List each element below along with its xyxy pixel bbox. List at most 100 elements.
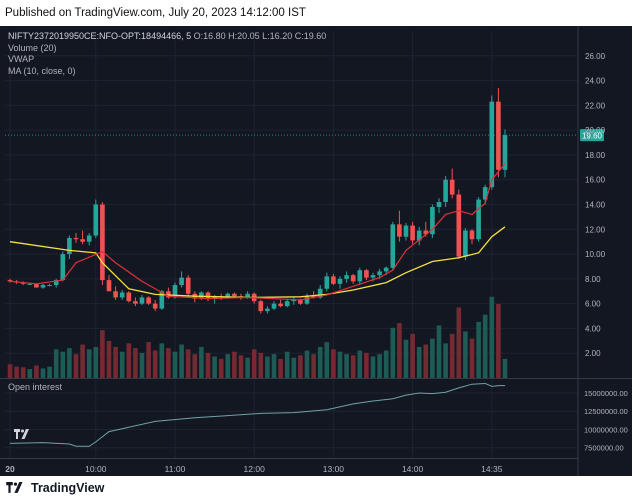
volume-bar (370, 356, 376, 378)
volume-bar (449, 333, 455, 378)
volume-bar (159, 343, 165, 378)
candle-body (159, 291, 165, 309)
candle (469, 229, 475, 245)
volume-bar (416, 346, 422, 378)
candle-body (364, 270, 369, 278)
volume-bar (133, 348, 138, 378)
candle-body (126, 292, 132, 302)
volume-bar (232, 351, 237, 378)
legend-volume[interactable]: Volume (20) (8, 42, 57, 53)
candle-body (179, 277, 184, 286)
candle (324, 272, 330, 292)
candle (357, 267, 363, 284)
candle (410, 221, 415, 245)
legend-ohlc: O:16.80 H:20.05 L:16.20 C:19.60 (193, 31, 327, 41)
candle-body (489, 101, 495, 188)
candle (20, 281, 26, 286)
candle-body (502, 135, 508, 170)
volume-bar (166, 348, 171, 378)
volume-bar (119, 351, 125, 378)
volume-bar (73, 354, 79, 378)
candle-body (403, 225, 409, 237)
tradingview-logo-icon (6, 481, 23, 493)
candle-body (7, 280, 13, 282)
open-interest-label[interactable]: Open interest (8, 382, 63, 392)
price-tick-label: 22.00 (585, 101, 606, 110)
candle (390, 221, 396, 271)
candle (271, 301, 277, 310)
volume-bar (350, 355, 356, 378)
brand-name: TradingView (31, 481, 105, 495)
volume-bar (436, 325, 442, 378)
candle-body (199, 292, 204, 299)
candle-body (496, 101, 501, 170)
candle-body (225, 293, 231, 298)
candle-body (119, 292, 125, 298)
volume-bar (496, 303, 501, 378)
candle (436, 198, 442, 214)
volume-bar (324, 342, 330, 378)
publish-header: Published on TradingView.com, July 20, 2… (0, 0, 632, 26)
candle (86, 233, 92, 246)
candle-body (271, 303, 277, 309)
oi-tick-label: 7500000.00 (584, 444, 624, 453)
candle-body (205, 292, 211, 299)
volume-bar (456, 307, 462, 378)
candle (258, 299, 264, 314)
candle (463, 228, 468, 261)
legend-ma[interactable]: MA (10, close, 0) (8, 65, 76, 76)
candle-body (258, 301, 264, 312)
volume-bar (265, 356, 270, 378)
volume-bar (331, 349, 336, 378)
candle-body (377, 271, 382, 276)
candle (34, 283, 39, 288)
candle (489, 95, 495, 190)
price-tick-label: 12.00 (585, 225, 606, 234)
last-price-label: 19.60 (582, 132, 603, 141)
candle-body (476, 199, 481, 240)
volume-bar (357, 350, 363, 378)
candle (430, 204, 435, 238)
volume-bar (67, 348, 72, 378)
volume-bar (291, 357, 297, 378)
candle-body (357, 270, 363, 282)
chart-panel[interactable]: 19.60 2.00 4.00 6.00 8.00 10.00 12.00 14.00 16.0… (0, 26, 632, 476)
candle-body (430, 206, 435, 235)
candle-body (27, 283, 33, 285)
volume-bar (205, 352, 211, 378)
candle (331, 273, 336, 286)
candle-body (324, 276, 330, 289)
candle (265, 306, 270, 314)
candle-body (331, 276, 336, 284)
candle-body (47, 285, 52, 287)
volume-bar (271, 354, 277, 378)
candle (456, 189, 462, 260)
volume-bar (53, 349, 59, 378)
candle-body (449, 179, 455, 195)
time-tick-label: 13:00 (323, 464, 345, 474)
brand[interactable]: TradingView (6, 481, 104, 495)
price-tick-label: 6.00 (585, 300, 601, 309)
candle-body (416, 230, 422, 241)
volume-bar (482, 314, 488, 378)
candle-body (146, 297, 151, 304)
candle (344, 271, 349, 283)
legend-vwap[interactable]: VWAP (8, 54, 35, 64)
candle-body (245, 293, 250, 298)
volume-bar (337, 351, 343, 378)
candle (67, 235, 72, 260)
candle-body (86, 235, 92, 242)
volume-bar (238, 355, 244, 378)
candle-body (390, 224, 396, 268)
ma-line (9, 163, 506, 301)
volume-bar (185, 349, 191, 378)
footer-bar: TradingView (0, 476, 632, 500)
chart-svg[interactable]: 19.60 2.00 4.00 6.00 8.00 10.00 12.00 14.00 16.0… (0, 26, 632, 476)
open-interest-line (9, 382, 505, 447)
legend-symbol[interactable]: NIFTY2372019950CE:NFO-OPT:18494466, 5 (8, 31, 192, 41)
candle-body (93, 204, 99, 236)
volume-bar (80, 344, 85, 378)
candle (133, 297, 138, 307)
candle-body (278, 303, 283, 307)
volume-bar (146, 342, 151, 378)
